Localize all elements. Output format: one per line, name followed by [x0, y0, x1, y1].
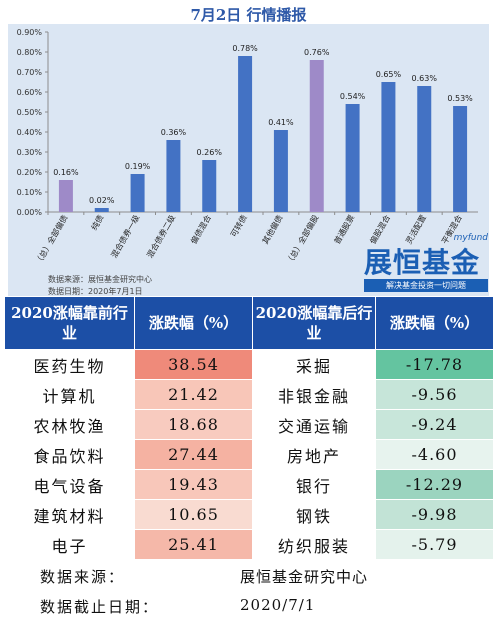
bottom-industry-name: 银行 — [252, 469, 376, 500]
y-tick-label: 0.50% — [17, 108, 43, 117]
bar-value-label: 0.54% — [340, 92, 366, 101]
x-category-label: （总）全部偏债 — [33, 213, 70, 266]
table-row: 建筑材料 10.65 钢铁 -9.98 — [4, 499, 494, 530]
bar-value-label: 0.65% — [376, 70, 402, 79]
x-category-label: 混合债券二级 — [144, 213, 177, 260]
bottom-industry-change: -9.56 — [375, 379, 494, 410]
table-row: 农林牧渔 18.68 交通运输 -9.24 — [4, 409, 494, 440]
bar — [381, 82, 396, 212]
bar-value-label: 0.41% — [268, 118, 294, 127]
bottom-industry-name: 交通运输 — [252, 409, 376, 440]
top-industry-change: 38.54 — [134, 349, 253, 380]
y-tick-label: 0.90% — [17, 28, 43, 37]
bar — [238, 56, 253, 212]
top-industry-name: 医药生物 — [4, 349, 135, 380]
bottom-industry-name: 采掘 — [252, 349, 376, 380]
chart-date-line: 数据日期：2020年7月1日 — [48, 287, 143, 296]
footer-source-value: 展恒基金研究中心 — [240, 568, 369, 586]
top-industry-name: 建筑材料 — [4, 499, 135, 530]
x-category-label: 偏债混合 — [188, 213, 213, 246]
bar — [166, 140, 181, 212]
table-row: 食品饮料 27.44 房地产 -4.60 — [4, 439, 494, 470]
bar — [58, 180, 73, 212]
bar — [309, 60, 324, 212]
x-category-label: 可转债 — [228, 213, 249, 239]
table-row: 计算机 21.42 非银金融 -9.56 — [4, 379, 494, 410]
bar — [453, 106, 468, 212]
table-header-row: 2020涨幅靠前行业 涨跌幅（%） 2020涨幅靠后行业 涨跌幅（%） — [4, 296, 494, 350]
bar — [417, 86, 432, 212]
chart-source: 数据来源：展恒基金研究中心 数据日期：2020年7月1日 — [48, 274, 152, 298]
bar-value-label: 0.26% — [197, 148, 223, 157]
bar-chart-svg: 0.00% 0.10% 0.20% 0.30% 0.40% 0.50% 0.60% 0.70%… — [17, 28, 478, 266]
bottom-industry-change: -4.60 — [375, 439, 494, 470]
bar — [94, 208, 109, 212]
y-tick-label: 0.80% — [17, 48, 43, 57]
bottom-industry-name: 钢铁 — [252, 499, 376, 530]
industry-performance-table: 2020涨幅靠前行业 涨跌幅（%） 2020涨幅靠后行业 涨跌幅（%） 医药生物… — [4, 296, 494, 560]
x-category-label: 混合债券一级 — [109, 213, 142, 260]
y-tick-label: 0.40% — [17, 128, 43, 137]
bar-value-label: 0.53% — [447, 94, 473, 103]
company-logo: myfund 展恒基金 解决基金投资一切问题 — [360, 233, 492, 293]
top-industry-change: 27.44 — [134, 439, 253, 470]
chart-source-line: 数据来源：展恒基金研究中心 — [48, 275, 152, 284]
bottom-industry-change: -17.78 — [375, 349, 494, 380]
top-industry-change: 18.68 — [134, 409, 253, 440]
bar — [345, 104, 360, 212]
top-industry-name: 计算机 — [4, 379, 135, 410]
logo-slogan: 解决基金投资一切问题 — [364, 279, 488, 292]
bottom-industry-name: 非银金融 — [252, 379, 376, 410]
top-industry-name: 电子 — [4, 529, 135, 560]
bar — [202, 160, 217, 212]
bar-value-label: 0.19% — [125, 162, 151, 171]
x-category-label: 纯债 — [89, 213, 106, 232]
footer-source-label: 数据来源： — [40, 568, 126, 586]
top-industry-name: 农林牧渔 — [4, 409, 135, 440]
table-row: 电气设备 19.43 银行 -12.29 — [4, 469, 494, 500]
bottom-industry-name: 房地产 — [252, 439, 376, 470]
y-tick-label: 0.70% — [17, 68, 43, 77]
y-tick-label: 0.20% — [17, 168, 43, 177]
table-row: 医药生物 38.54 采掘 -17.78 — [4, 349, 494, 380]
bottom-industry-change: -5.79 — [375, 529, 494, 560]
bar-value-label: 0.78% — [232, 44, 258, 53]
bar-value-label: 0.63% — [412, 74, 438, 83]
table-row: 电子 25.41 纺织服装 -5.79 — [4, 529, 494, 560]
y-tick-label: 0.10% — [17, 188, 43, 197]
top-industry-change: 25.41 — [134, 529, 253, 560]
footer-date-value: 2020/7/1 — [240, 596, 316, 614]
y-tick-label: 0.00% — [17, 208, 43, 217]
bar-value-label: 0.02% — [89, 196, 115, 205]
logo-chinese: 展恒基金 — [364, 246, 481, 279]
footer-date-label: 数据截止日期： — [40, 598, 160, 616]
y-tick-label: 0.60% — [17, 88, 43, 97]
top-industry-change: 21.42 — [134, 379, 253, 410]
y-tick-label: 0.30% — [17, 148, 43, 157]
bar-value-label: 0.76% — [304, 48, 330, 57]
top-industry-change: 19.43 — [134, 469, 253, 500]
header-top-change: 涨跌幅（%） — [134, 296, 253, 350]
bottom-industry-change: -9.24 — [375, 409, 494, 440]
header-bottom-industry: 2020涨幅靠后行业 — [252, 296, 376, 350]
page-title: 7月2日 行情播报 — [190, 6, 307, 24]
bar — [130, 174, 145, 212]
fund-return-chart: 0.00% 0.10% 0.20% 0.30% 0.40% 0.50% 0.60% 0.70%… — [8, 24, 489, 296]
bar — [273, 130, 288, 212]
top-industry-name: 食品饮料 — [4, 439, 135, 470]
header-bottom-change: 涨跌幅（%） — [375, 296, 494, 350]
x-category-label: 普通股票 — [332, 213, 357, 246]
bottom-industry-change: -12.29 — [375, 469, 494, 500]
top-industry-name: 电气设备 — [4, 469, 135, 500]
bar-value-label: 0.16% — [53, 168, 79, 177]
logo-english: myfund — [453, 233, 488, 243]
bottom-industry-name: 纺织服装 — [252, 529, 376, 560]
bar-value-label: 0.36% — [161, 128, 187, 137]
top-industry-change: 10.65 — [134, 499, 253, 530]
header-top-industry: 2020涨幅靠前行业 — [4, 296, 135, 350]
bottom-industry-change: -9.98 — [375, 499, 494, 530]
x-category-label: 其他偏债 — [260, 213, 285, 246]
x-category-label: （总）全部偏股 — [284, 213, 321, 266]
